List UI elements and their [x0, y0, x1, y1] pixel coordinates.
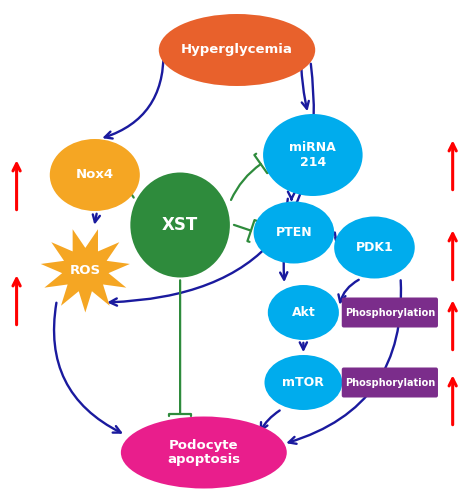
Text: XST: XST: [162, 216, 198, 234]
Text: Nox4: Nox4: [76, 168, 114, 181]
Text: Akt: Akt: [292, 306, 315, 319]
Ellipse shape: [264, 355, 342, 410]
Ellipse shape: [268, 285, 339, 340]
Polygon shape: [41, 229, 130, 312]
Text: PDK1: PDK1: [356, 241, 393, 254]
Ellipse shape: [121, 416, 287, 488]
Ellipse shape: [159, 14, 315, 86]
Text: PTEN: PTEN: [275, 226, 312, 239]
Text: miRNA
214: miRNA 214: [290, 141, 336, 169]
Text: Podocyte
apoptosis: Podocyte apoptosis: [167, 438, 240, 466]
Ellipse shape: [130, 172, 230, 278]
Text: Hyperglycemia: Hyperglycemia: [181, 44, 293, 57]
Ellipse shape: [254, 202, 334, 264]
FancyBboxPatch shape: [342, 298, 438, 328]
Ellipse shape: [334, 216, 415, 278]
Text: mTOR: mTOR: [283, 376, 324, 389]
Ellipse shape: [50, 139, 140, 211]
Text: Phosphorylation: Phosphorylation: [345, 308, 435, 318]
Text: Phosphorylation: Phosphorylation: [345, 378, 435, 388]
Ellipse shape: [263, 114, 363, 196]
FancyBboxPatch shape: [342, 368, 438, 398]
Text: ROS: ROS: [70, 264, 101, 276]
